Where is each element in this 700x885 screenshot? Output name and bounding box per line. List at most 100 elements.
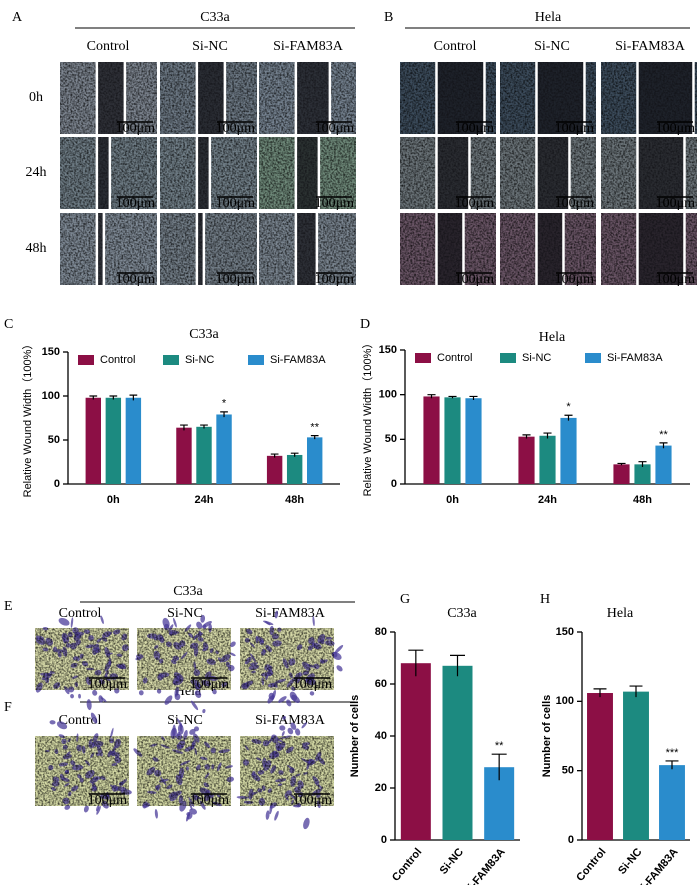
texture [35,628,129,690]
scale-label: 100μm [455,196,495,211]
stained-cell [303,817,310,830]
texture [240,628,334,690]
stained-cell [176,731,181,737]
stained-cell [309,691,315,696]
bar [85,397,102,484]
row-label: 24h [26,165,47,180]
error-bar [109,395,118,400]
stained-cell [290,722,297,730]
error-bar [638,461,647,468]
chart-title: C33a [189,327,219,342]
column-label: Control [59,713,102,728]
error-bar [427,394,436,399]
stained-cell [201,620,212,628]
y-tick-label: 0 [381,834,387,846]
texture [137,628,231,690]
y-tick-label: 0 [54,478,60,490]
significance: * [566,401,571,413]
stained-cell [164,695,173,705]
stained-cell [70,693,74,699]
bar [125,397,142,484]
legend-label: Si-FAM83A [607,352,663,364]
scale-label: 100μm [293,677,333,692]
stained-cell [172,724,176,737]
error-bar [659,442,668,449]
stained-cell [49,720,56,725]
bar [176,427,192,484]
stained-cell [173,617,177,628]
error-bar [200,424,208,429]
y-axis-label: Relative Wound Width（100%） [361,338,374,497]
column-label: Si-FAM83A [273,39,344,54]
y-tick-label: 0 [568,834,574,846]
y-tick-label: 100 [379,389,397,401]
stained-cell [194,690,202,699]
significance: *** [666,747,680,759]
stained-cell [230,641,236,648]
y-axis-label: Number of cells [541,695,553,778]
x-tick-label: Control [574,846,608,884]
stained-cell [92,689,98,696]
stained-cell [70,617,74,628]
stained-cell [229,652,236,657]
bar [587,693,613,840]
bar [444,397,461,484]
scale-label: 100μm [190,793,230,808]
scale-label: 100μm [293,793,333,808]
scale-label: 100μm [216,196,256,211]
x-tick-label: Si-FAM83A [462,846,508,885]
column-label: Si-FAM83A [255,606,326,621]
chart-title: Hela [607,606,634,621]
significance: ** [659,429,668,441]
bar [560,417,577,484]
stained-cell [98,695,104,703]
stained-cell [282,715,286,720]
chart-title: C33a [447,606,477,621]
stained-cell [189,808,198,815]
column-label: Control [434,39,477,54]
bar [286,454,303,484]
scale-label: 100μm [656,272,696,287]
scale-label: 100μm [116,121,156,136]
scale-label: 100μm [656,121,696,136]
y-tick-label: 60 [375,678,387,690]
y-tick-label: 80 [375,626,387,638]
bar [465,398,482,484]
stained-cell [279,725,286,731]
chart-title: Hela [539,330,566,345]
y-tick-label: 100 [42,390,60,402]
legend-label: Control [437,352,472,364]
legend-swatch [415,353,431,363]
y-axis-label: Relative Wound Width（100%） [21,339,34,498]
stained-cell [202,708,206,714]
stained-cell [100,615,104,624]
bar [196,426,212,484]
stained-cell [86,699,92,711]
y-tick-label: 150 [379,344,397,356]
x-tick-label: 0h [446,494,459,506]
y-tick-label: 50 [48,434,60,446]
y-tick-label: 50 [385,433,397,445]
legend-label: Si-FAM83A [270,354,326,366]
error-bar [450,654,465,677]
wound-gap [96,213,104,285]
x-tick-label: Control [390,846,424,884]
stained-cell [189,728,196,735]
y-tick-label: 20 [375,782,387,794]
scale-label: 100μm [555,196,595,211]
error-bar [593,688,607,698]
scale-label: 100μm [455,272,495,287]
stained-cell [265,810,270,820]
panel-label: G [400,592,410,607]
column-label: Si-NC [192,39,228,54]
stained-cell [281,731,285,737]
panel-title: Hela [535,10,562,25]
y-tick-label: 100 [556,695,574,707]
stained-cell [200,614,206,623]
scale-label: 100μm [190,677,230,692]
error-bar [270,453,279,458]
column-label: Si-FAM83A [255,713,326,728]
stained-cell [291,694,300,704]
x-tick-label: 24h [538,494,557,506]
bar [216,414,232,484]
